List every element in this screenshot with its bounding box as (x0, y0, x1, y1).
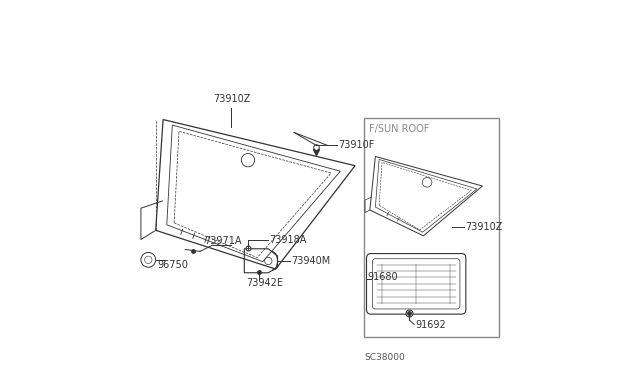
Text: 91692: 91692 (415, 320, 446, 330)
Text: 73942E: 73942E (246, 278, 283, 288)
Text: 73940M: 73940M (292, 256, 331, 266)
Text: SC38000: SC38000 (364, 353, 405, 362)
Text: 73910Z: 73910Z (465, 222, 502, 232)
Text: 96750: 96750 (157, 260, 188, 270)
Text: 73971A: 73971A (204, 236, 241, 246)
Text: 73910F: 73910F (338, 140, 374, 150)
Text: 73918A: 73918A (269, 234, 307, 244)
Text: 91680: 91680 (367, 272, 397, 282)
Text: F/SUN ROOF: F/SUN ROOF (369, 124, 429, 134)
Text: 73910Z: 73910Z (213, 94, 250, 104)
Bar (364, 118, 499, 337)
